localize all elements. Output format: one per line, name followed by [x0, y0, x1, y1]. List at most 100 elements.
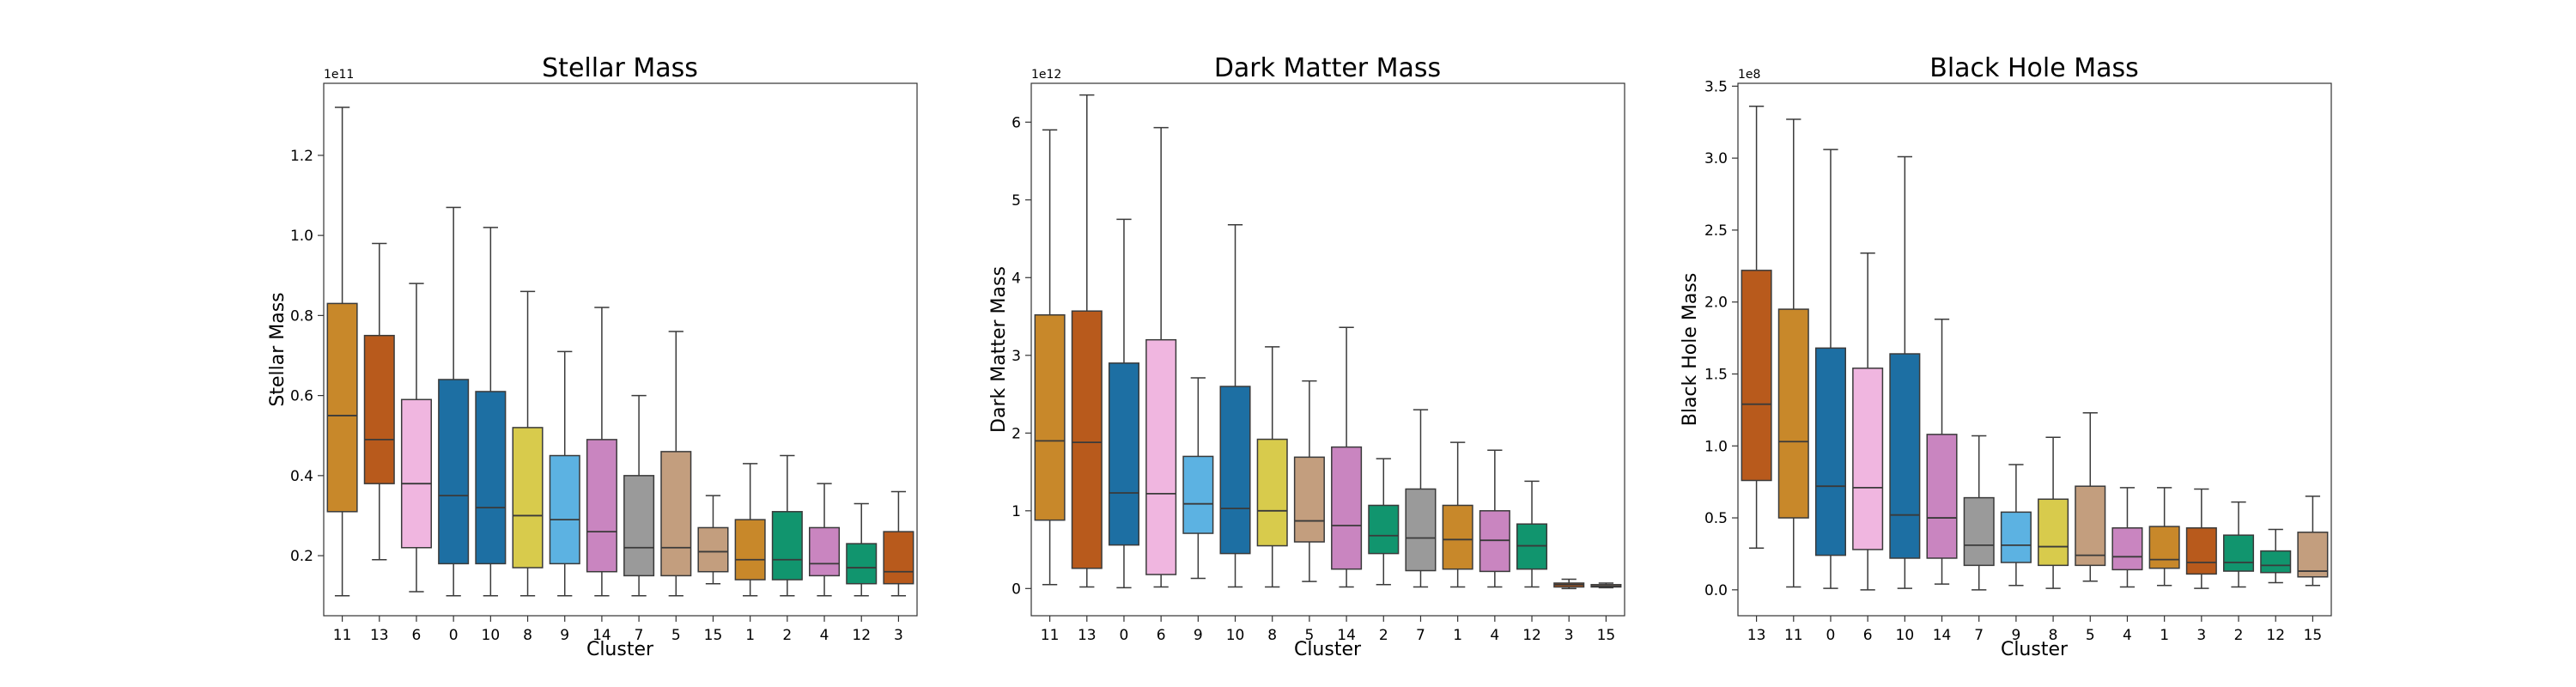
box-cluster-2	[1368, 458, 1400, 586]
black-hole-mass-plot-frame	[1737, 82, 2332, 617]
iqr-box	[475, 391, 507, 565]
x-tick-label: 0	[1826, 627, 1836, 644]
x-tick-label: 13	[370, 627, 389, 644]
box-cluster-0	[1108, 218, 1139, 589]
x-tick-label: 0	[449, 627, 459, 644]
y-tick-label: 0.6	[290, 388, 313, 405]
box-cluster-7	[1963, 435, 1995, 591]
x-tick-label: 1	[2160, 627, 2169, 644]
box-cluster-9	[2000, 464, 2032, 587]
iqr-box	[1108, 362, 1139, 546]
box-cluster-4	[2111, 487, 2143, 588]
stellar-mass-title: Stellar Mass	[542, 53, 698, 83]
iqr-box	[846, 543, 878, 585]
iqr-box	[2148, 526, 2180, 569]
dark-matter-mass-x-axis-label: Cluster	[1294, 639, 1362, 660]
x-tick-label: 1	[745, 627, 755, 644]
iqr-box	[1442, 504, 1473, 570]
iqr-box	[1479, 510, 1510, 573]
black-hole-mass-y-axis-label: Black Hole Mass	[1680, 273, 1701, 427]
y-tick-label: 1.0	[290, 228, 313, 245]
x-tick-label: 2	[2234, 627, 2244, 644]
iqr-box	[586, 439, 617, 573]
box-cluster-5	[660, 331, 692, 597]
y-tick-label: 2.5	[1704, 222, 1728, 240]
iqr-box	[1405, 488, 1437, 572]
iqr-box	[1368, 504, 1400, 555]
y-tick-label: 3.0	[1704, 150, 1728, 167]
stellar-mass-y-axis-label: Stellar Mass	[267, 292, 289, 406]
x-tick-label: 12	[852, 627, 871, 644]
box-cluster-1	[2148, 487, 2180, 587]
iqr-box	[1889, 353, 1921, 559]
box-cluster-11	[326, 106, 358, 597]
x-tick-label: 8	[2049, 627, 2058, 644]
y-tick-label: 1.2	[290, 148, 313, 165]
box-cluster-2	[771, 454, 803, 597]
x-tick-label: 14	[1337, 627, 1356, 644]
x-tick-label: 5	[2086, 627, 2095, 644]
y-tick-label: 0.0	[1704, 582, 1728, 599]
x-tick-label: 6	[1863, 627, 1873, 644]
iqr-box	[2075, 485, 2106, 567]
iqr-box	[400, 398, 432, 549]
x-tick-label: 14	[592, 627, 611, 644]
x-tick-label: 10	[1896, 627, 1915, 644]
iqr-box	[2223, 534, 2255, 572]
y-tick-label: 5	[1012, 192, 1021, 210]
iqr-box	[771, 511, 803, 581]
iqr-box	[883, 531, 914, 585]
black-hole-mass-y-exponent: 1e8	[1738, 68, 1760, 82]
iqr-box	[326, 302, 358, 513]
iqr-box	[1293, 456, 1325, 543]
x-tick-label: 14	[1933, 627, 1952, 644]
stellar-mass-y-exponent: 1e11	[324, 68, 354, 82]
box-cluster-1	[1442, 441, 1473, 588]
dark-matter-mass-y-axis-label: Dark Matter Mass	[988, 266, 1010, 433]
iqr-box	[697, 526, 729, 573]
box-cluster-8	[512, 290, 544, 597]
box-cluster-12	[846, 502, 878, 597]
x-tick-label: 6	[412, 627, 422, 644]
box-cluster-14	[1926, 319, 1958, 585]
x-tick-label: 8	[1267, 627, 1277, 644]
box-cluster-11	[1034, 129, 1066, 586]
x-tick-label: 1	[1453, 627, 1462, 644]
y-tick-label: 3.5	[1704, 78, 1728, 95]
iqr-box	[2038, 498, 2069, 567]
iqr-box	[2260, 550, 2292, 574]
y-tick-label: 4	[1012, 270, 1021, 287]
x-tick-label: 4	[820, 627, 829, 644]
x-tick-label: 11	[333, 627, 352, 644]
box-cluster-9	[549, 350, 580, 597]
box-cluster-1	[734, 463, 766, 597]
dark-matter-mass-plot-frame	[1030, 82, 1625, 617]
box-cluster-4	[1479, 449, 1510, 588]
x-tick-label: 15	[704, 627, 723, 644]
box-cluster-10	[475, 227, 507, 597]
box-cluster-13	[1071, 94, 1103, 588]
iqr-box	[734, 519, 766, 581]
x-tick-label: 5	[1304, 627, 1314, 644]
box-cluster-7	[623, 394, 655, 597]
x-tick-label: 15	[2304, 627, 2323, 644]
x-tick-label: 10	[1226, 627, 1245, 644]
y-tick-label: 6	[1012, 114, 1021, 131]
y-tick-label: 0	[1012, 581, 1021, 598]
x-tick-label: 13	[1078, 627, 1097, 644]
iqr-box	[623, 475, 655, 577]
iqr-box	[1963, 496, 1995, 567]
iqr-box	[549, 454, 580, 565]
black-hole-mass-title: Black Hole Mass	[1929, 53, 2138, 83]
iqr-box	[2185, 527, 2217, 575]
x-tick-label: 12	[1522, 627, 1541, 644]
iqr-box	[1219, 386, 1251, 555]
y-tick-label: 0.5	[1704, 510, 1728, 527]
box-cluster-10	[1219, 223, 1251, 588]
x-tick-label: 2	[1379, 627, 1388, 644]
box-cluster-12	[1516, 480, 1548, 588]
iqr-box	[2297, 532, 2329, 578]
y-tick-label: 3	[1012, 348, 1021, 365]
box-cluster-13	[363, 242, 395, 561]
